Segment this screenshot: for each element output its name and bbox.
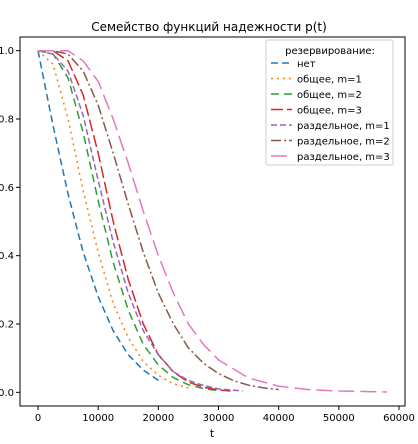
legend-label-2: общее, m=1 — [297, 75, 362, 86]
legend-label-5: раздельное, m=1 — [297, 121, 390, 132]
y-tick-label: 0.4 — [0, 251, 14, 262]
y-tick-label: 0.6 — [0, 183, 14, 194]
x-axis-label: t — [210, 427, 215, 440]
y-tick-label: 0.8 — [0, 115, 14, 126]
series-line-3 — [38, 51, 219, 391]
series-line-1 — [38, 51, 158, 381]
chart-title: Семейство функций надежности p(t) — [91, 20, 327, 34]
legend-label-4: общее, m=3 — [297, 106, 362, 117]
legend-label-3: общее, m=2 — [297, 90, 362, 101]
y-tick-label: 0.0 — [0, 388, 14, 399]
x-tick-label: 40000 — [263, 413, 295, 424]
legend-label-1: нет — [297, 59, 316, 70]
y-tick-label: 0.2 — [0, 320, 14, 331]
x-axis: 0 10000 20000 30000 40000 50000 60000 — [35, 406, 415, 424]
series-line-5 — [38, 51, 243, 391]
legend-title: резервирование: — [285, 46, 375, 57]
x-tick-label: 0 — [35, 413, 41, 424]
x-tick-label: 60000 — [383, 413, 415, 424]
x-tick-label: 10000 — [82, 413, 114, 424]
x-tick-label: 30000 — [203, 413, 235, 424]
series-line-4 — [38, 51, 231, 391]
legend-label-7: раздельное, m=3 — [297, 152, 390, 163]
y-tick-label: 1.0 — [0, 46, 14, 57]
y-axis: 0.0 0.2 0.4 0.6 0.8 1.0 — [0, 46, 20, 399]
legend-label-6: раздельное, m=2 — [297, 137, 390, 148]
x-tick-label: 20000 — [142, 413, 174, 424]
legend: резервирование: нет общее, m=1 общее, m=2 о… — [266, 40, 393, 165]
x-tick-label: 50000 — [323, 413, 355, 424]
